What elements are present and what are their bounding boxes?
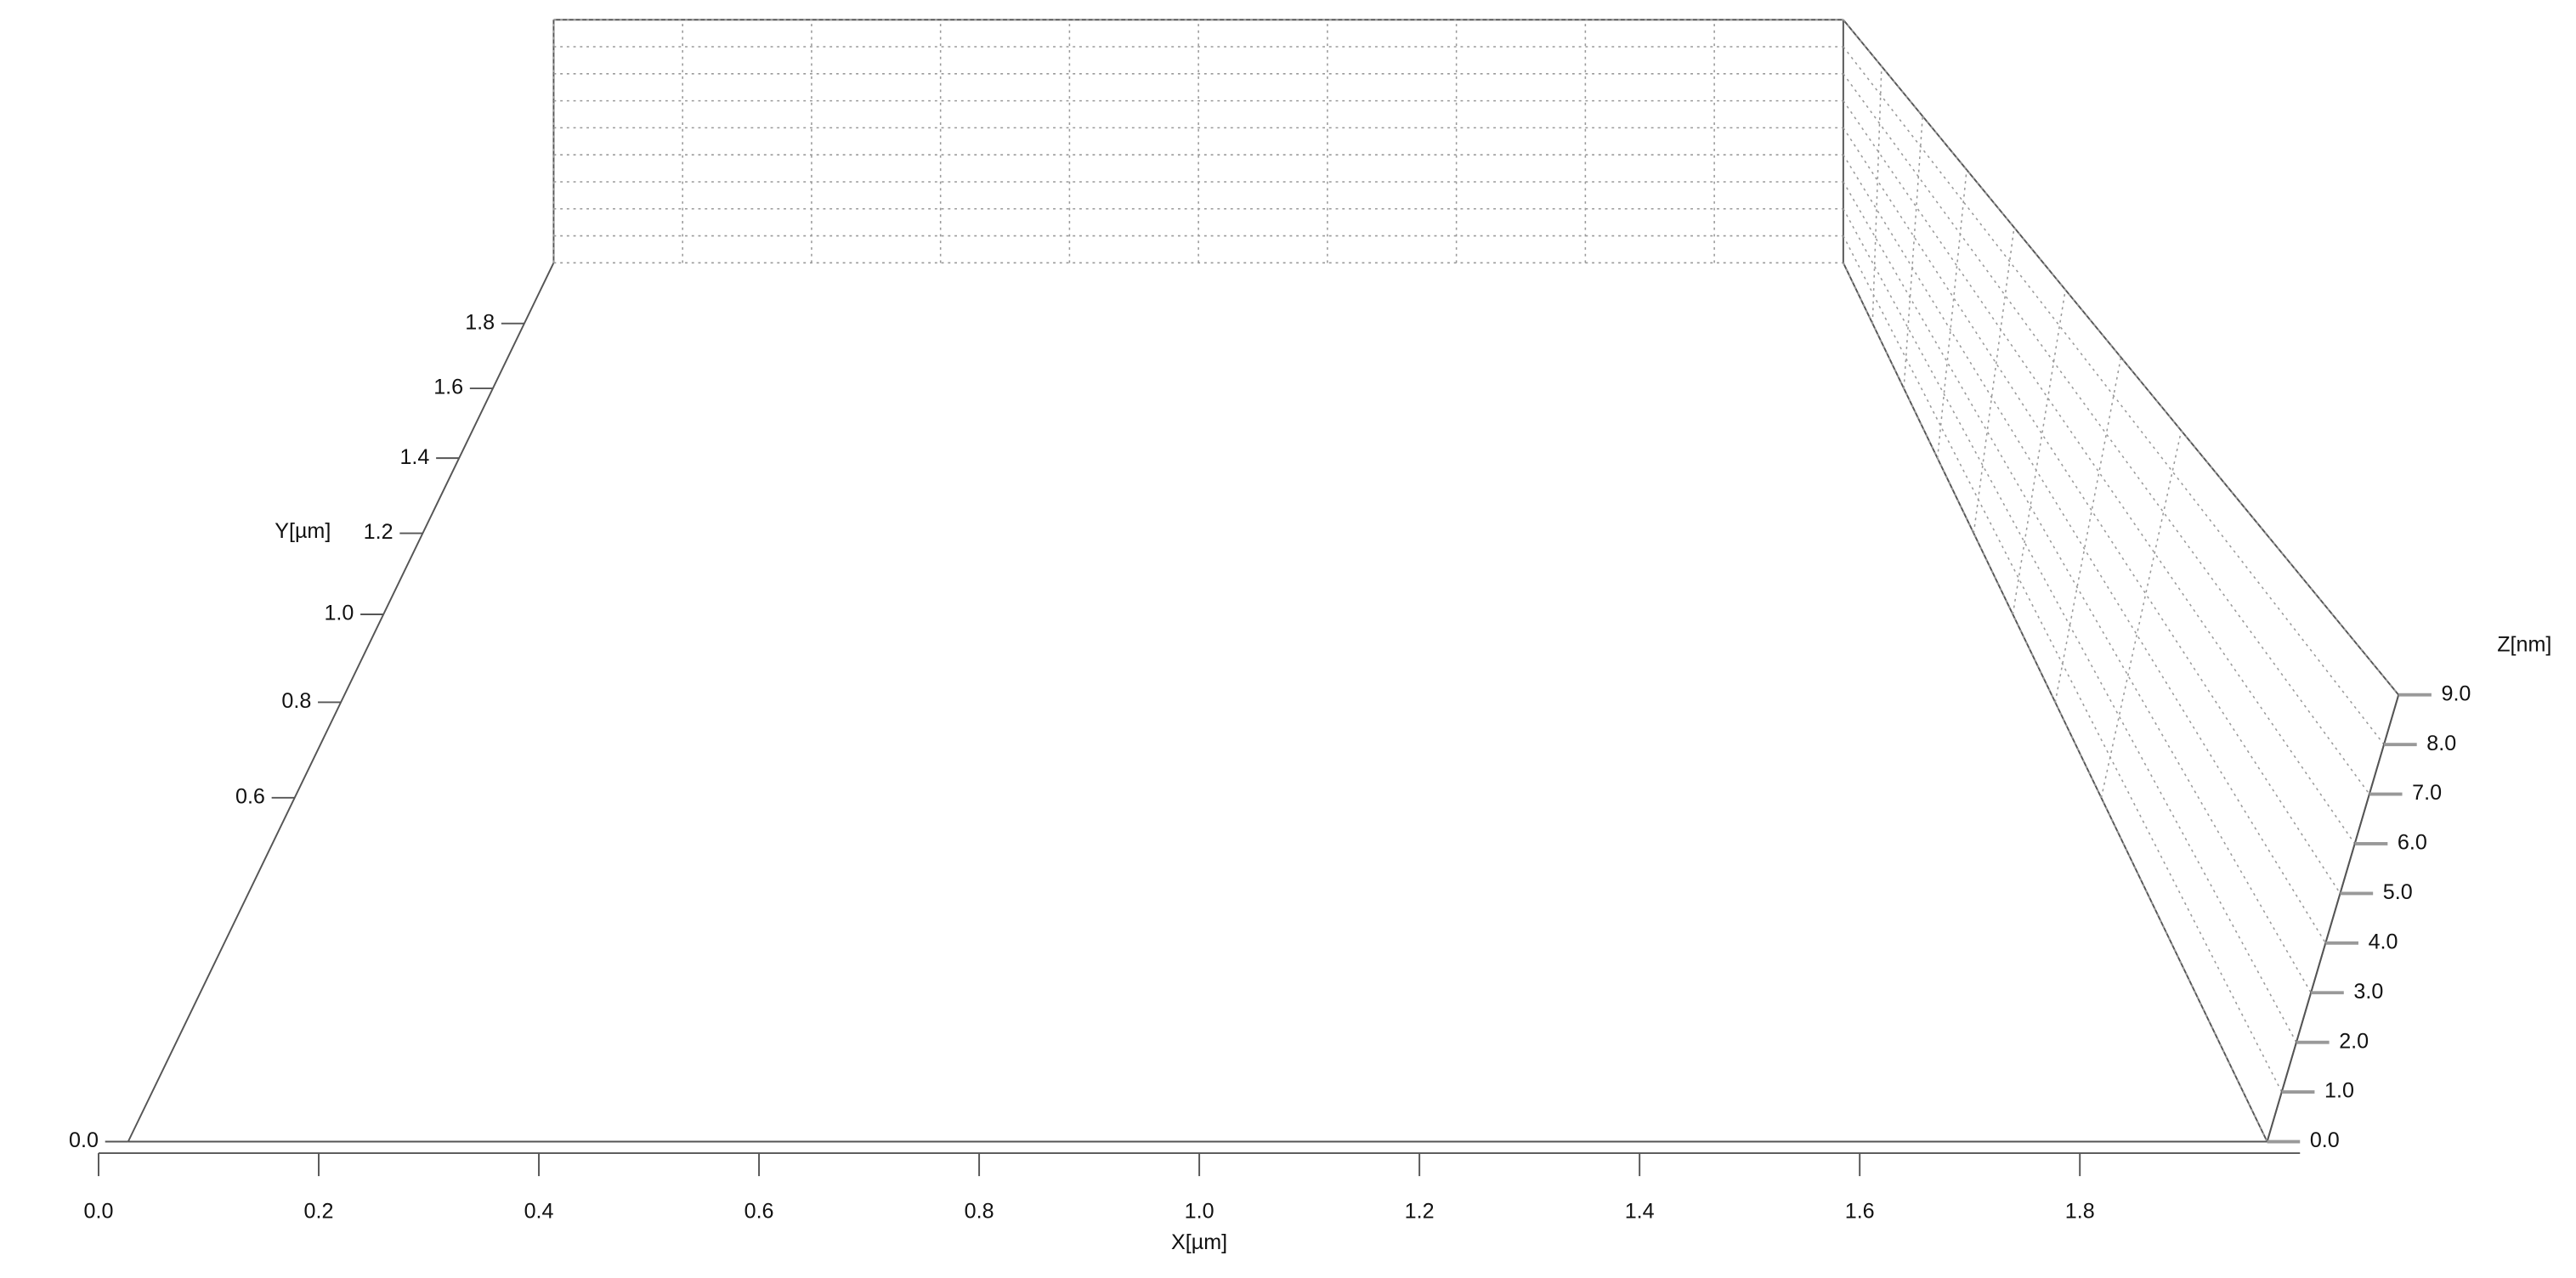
- z-tick-label: 0.0: [2310, 1128, 2340, 1152]
- grid-line: [1871, 66, 1882, 324]
- z-tick-label: 4.0: [2369, 930, 2398, 953]
- x-axis-label: X[µm]: [1171, 1230, 1227, 1254]
- surface-peak: [798, 175, 829, 267]
- y-tick-label: 0.8: [281, 689, 311, 713]
- surface-peak: [229, 928, 296, 986]
- y-tick-label: 1.0: [324, 602, 354, 625]
- surface-peak: [1766, 238, 1832, 337]
- surface-peak: [928, 443, 1175, 625]
- surface-peak: [1498, 624, 1573, 732]
- x-tick-label: 1.2: [1405, 1199, 1435, 1223]
- surface-peak: [1601, 271, 1783, 387]
- x-tick-label: 0.0: [84, 1199, 114, 1223]
- grid-line: [1973, 227, 2015, 534]
- y-tick-label: 1.4: [399, 445, 429, 469]
- surface-peak: [654, 271, 760, 394]
- grid-line: [1843, 127, 2341, 894]
- y-axis-label: Y[µm]: [275, 519, 331, 543]
- grid-line: [1936, 169, 1967, 459]
- surface-peak: [994, 246, 1306, 493]
- x-tick-label: 0.4: [524, 1199, 554, 1223]
- z-tick-label: 5.0: [2383, 880, 2413, 904]
- surface-peak: [1117, 148, 1315, 271]
- y-tick-label: 0.6: [235, 784, 265, 808]
- grid-line: [1843, 73, 2370, 795]
- surface-peak: [1158, 574, 1438, 781]
- x-tick-label: 1.0: [1185, 1199, 1214, 1223]
- surface-peak: [1778, 953, 1837, 1010]
- z-tick-label: 1.0: [2324, 1079, 2354, 1103]
- surface-peak: [2086, 821, 2153, 936]
- x-tick-label: 1.4: [1625, 1199, 1655, 1223]
- surface-peak: [793, 698, 815, 772]
- z-tick-label: 7.0: [2412, 781, 2442, 805]
- z-axis: [2266, 694, 2400, 1142]
- y-tick-label: 1.6: [433, 376, 463, 399]
- surface-peak: [398, 845, 522, 1003]
- z-tick-label: 2.0: [2339, 1029, 2369, 1053]
- surface-base: [95, 243, 2301, 1060]
- y-tick-label: 1.8: [465, 310, 495, 334]
- surface: [95, 148, 2301, 1060]
- axes: 0.0 0.2 0.4 0.6 0.8 1.0 1.2 1.4 1.6 1.8 X[µm] 0.0 0.…: [69, 310, 2551, 1254]
- z-axis-label: Z[nm]: [2497, 632, 2551, 656]
- surface-peak: [788, 476, 855, 567]
- grid-line: [1903, 116, 1923, 389]
- surface-peak: [1326, 919, 1401, 986]
- surface-peak: [1372, 303, 1520, 436]
- grid-line: [1843, 46, 2385, 745]
- x-tick-label: 1.8: [2065, 1199, 2095, 1223]
- x-tick-label: 0.2: [304, 1199, 334, 1223]
- grid-line: [1843, 154, 2326, 944]
- x-tick-label: 0.8: [965, 1199, 994, 1223]
- z-tick-label: 3.0: [2353, 980, 2383, 1004]
- surface-peak: [1536, 312, 1619, 378]
- x-tick-label: 1.6: [1845, 1199, 1875, 1223]
- surface-peak: [1852, 525, 1927, 633]
- z-tick-label: 8.0: [2426, 732, 2456, 755]
- surface-peak: [373, 566, 530, 690]
- x-tick-label: 0.6: [744, 1199, 774, 1223]
- surface-peak: [882, 150, 975, 365]
- grid-line: [1843, 181, 2312, 993]
- surface-peak: [1971, 558, 2120, 698]
- z-tick-label: 6.0: [2398, 831, 2427, 855]
- y-tick-label: 1.2: [364, 520, 393, 544]
- grid-line: [1843, 19, 2399, 696]
- y-tick-label: 0.0: [69, 1128, 99, 1152]
- z-tick-label: 9.0: [2441, 681, 2471, 705]
